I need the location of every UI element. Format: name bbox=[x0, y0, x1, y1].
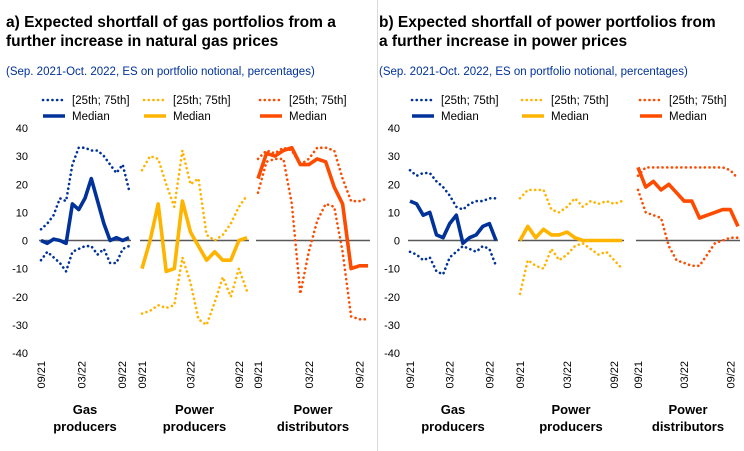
x-tick-label: 09/21 bbox=[36, 361, 48, 389]
group-label-line1: Gas bbox=[73, 402, 98, 417]
x-tick-label: 09/22 bbox=[725, 361, 737, 389]
p25-line bbox=[636, 188, 740, 268]
group-power_producers: [25th; 75th] Median 09/21 03/22 09/22 Power pr… bbox=[515, 95, 624, 434]
panel-a-plot: 40 30 20 10 0 -10 -20 -30 -40 [25th; 75th] Median 0… bbox=[12, 95, 370, 434]
group-label-line2: distributors bbox=[652, 419, 724, 434]
legend-percentile-label: [25th; 75th] bbox=[173, 95, 231, 107]
panel-a-title-line2: further increase in natural gas prices bbox=[6, 33, 279, 50]
group-label-line1: Power bbox=[551, 402, 590, 417]
legend-median-label: Median bbox=[289, 111, 327, 123]
p25-line bbox=[518, 241, 624, 296]
panel-b-title-line2: a further increase in power prices bbox=[379, 33, 628, 50]
y-tick-label: -40 bbox=[12, 348, 28, 360]
y-tick-label: -10 bbox=[12, 264, 28, 276]
x-tick-label: 09/22 bbox=[234, 361, 246, 389]
y-tick-label: 40 bbox=[388, 123, 400, 135]
y-tick-label: -20 bbox=[12, 292, 28, 304]
group-gas_producers: [25th; 75th] Median 09/21 03/22 09/22 Gas prod… bbox=[36, 95, 131, 434]
y-tick-label: -20 bbox=[384, 292, 400, 304]
x-tick-label: 09/21 bbox=[137, 361, 149, 389]
group-label-line1: Gas bbox=[441, 402, 466, 417]
y-tick-label: 0 bbox=[394, 236, 400, 248]
panel-a-subtitle: (Sep. 2021-Oct. 2022, ES on portfolio no… bbox=[6, 66, 315, 78]
panel-b-title: b) Expected shortfall of power portfolio… bbox=[379, 13, 716, 51]
panel-a-title: a) Expected shortfall of gas portfolios … bbox=[6, 13, 336, 51]
p25-line bbox=[140, 257, 249, 327]
median-line bbox=[518, 224, 622, 243]
legend-median-label: Median bbox=[551, 111, 589, 123]
group-label-line2: producers bbox=[421, 419, 485, 434]
x-tick-label: 03/22 bbox=[445, 361, 457, 389]
y-tick-label: 10 bbox=[16, 207, 28, 219]
panel-b-subtitle: (Sep. 2021-Oct. 2022, ES on portfolio no… bbox=[379, 66, 688, 78]
legend-median-label: Median bbox=[173, 111, 211, 123]
group-label-line1: Power bbox=[293, 402, 332, 417]
x-tick-label: 09/21 bbox=[405, 361, 417, 389]
group-label-line2: producers bbox=[53, 419, 117, 434]
group-label-line1: Power bbox=[175, 402, 214, 417]
group-power_distributors: [25th; 75th] Median 09/21 03/22 09/22 Power di… bbox=[633, 95, 740, 434]
group-label-line2: producers bbox=[539, 419, 603, 434]
p75-line bbox=[518, 188, 624, 214]
x-tick-label: 03/22 bbox=[562, 361, 574, 389]
group-label-line1: Power bbox=[668, 402, 707, 417]
panel-divider bbox=[377, 0, 378, 451]
p25-line bbox=[256, 157, 370, 321]
y-tick-label: 40 bbox=[16, 123, 28, 135]
median-line bbox=[40, 176, 130, 246]
p25-line bbox=[408, 244, 498, 277]
p25-line bbox=[39, 244, 131, 275]
y-tick-label: 30 bbox=[16, 151, 28, 163]
x-tick-label: 03/22 bbox=[679, 361, 691, 389]
y-tick-label: 30 bbox=[388, 151, 400, 163]
x-tick-label: 09/21 bbox=[515, 361, 527, 389]
legend-percentile-label: [25th; 75th] bbox=[289, 95, 347, 107]
x-tick-label: 09/22 bbox=[355, 361, 367, 389]
median-line bbox=[140, 199, 248, 274]
legend-median-label: Median bbox=[669, 111, 707, 123]
y-tick-label: 20 bbox=[388, 179, 400, 191]
x-tick-label: 03/22 bbox=[186, 361, 198, 389]
x-tick-label: 09/22 bbox=[117, 361, 129, 389]
x-tick-label: 03/22 bbox=[77, 361, 89, 389]
y-tick-label: 10 bbox=[388, 207, 400, 219]
y-tick-label: 20 bbox=[16, 179, 28, 191]
group-label-line2: producers bbox=[163, 419, 227, 434]
y-tick-label: -40 bbox=[384, 348, 400, 360]
y-tick-label: 0 bbox=[22, 236, 28, 248]
p75-line bbox=[636, 166, 740, 180]
median-line bbox=[256, 145, 368, 271]
x-tick-label: 09/21 bbox=[253, 361, 265, 389]
x-tick-label: 09/22 bbox=[609, 361, 621, 389]
p75-line bbox=[256, 146, 370, 203]
y-tick-label: -30 bbox=[12, 320, 28, 332]
p75-line bbox=[140, 150, 249, 243]
x-tick-label: 09/22 bbox=[484, 361, 496, 389]
x-tick-label: 09/21 bbox=[633, 361, 645, 389]
group-gas_producers: [25th; 75th] Median 09/21 03/22 09/22 Gas prod… bbox=[405, 95, 499, 434]
legend-median-label: Median bbox=[72, 111, 110, 123]
panel-b-title-line1: b) Expected shortfall of power portfolio… bbox=[379, 14, 716, 31]
x-tick-label: 03/22 bbox=[304, 361, 316, 389]
legend-percentile-label: [25th; 75th] bbox=[551, 95, 609, 107]
legend-percentile-label: [25th; 75th] bbox=[441, 95, 499, 107]
legend-percentile-label: [25th; 75th] bbox=[669, 95, 727, 107]
panel-a-title-line1: a) Expected shortfall of gas portfolios … bbox=[6, 14, 336, 31]
group-power_distributors: [25th; 75th] Median 09/21 03/22 09/22 Power di… bbox=[253, 95, 370, 434]
panel-b-plot: 40 30 20 10 0 -10 -20 -30 -40 [25th; 75th] Median 0… bbox=[384, 95, 740, 434]
group-power_producers: [25th; 75th] Median 09/21 03/22 09/22 Power pr… bbox=[137, 95, 249, 434]
group-label-line2: distributors bbox=[277, 419, 349, 434]
y-tick-label: -30 bbox=[384, 320, 400, 332]
p75-line bbox=[39, 146, 131, 231]
legend-percentile-label: [25th; 75th] bbox=[72, 95, 130, 107]
y-tick-label: -10 bbox=[384, 264, 400, 276]
median-line bbox=[409, 199, 498, 246]
legend-median-label: Median bbox=[441, 111, 479, 123]
p75-line bbox=[408, 168, 498, 212]
median-line bbox=[636, 166, 740, 228]
